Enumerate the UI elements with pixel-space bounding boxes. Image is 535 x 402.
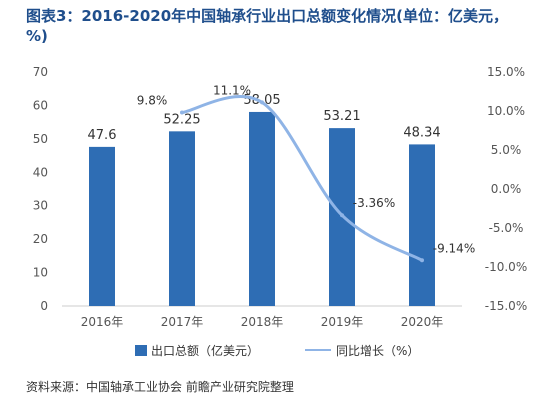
y-right-tick-label: -10.0% (485, 260, 527, 274)
bar (409, 144, 435, 306)
growth-point (260, 100, 264, 105)
bar-value-label: 52.25 (163, 112, 200, 127)
x-tick-label: 2020年 (401, 315, 444, 329)
chart-title: 图表3：2016-2020年中国轴承行业出口总额变化情况(单位：亿美元，%) (26, 7, 509, 45)
bar (249, 111, 275, 306)
legend-bar-swatch (135, 345, 147, 356)
bar-value-label: 53.21 (323, 109, 360, 124)
growth-value-label: 9.8% (137, 94, 168, 108)
y-left-tick-label: 20 (33, 232, 48, 246)
x-tick-label: 2019年 (321, 315, 364, 329)
bar-value-label: 48.34 (403, 125, 440, 140)
x-tick-label: 2018年 (241, 315, 284, 329)
y-right-tick-label: 5.0% (491, 143, 522, 157)
y-left-tick-label: 10 (33, 266, 48, 280)
y-left-tick-label: 60 (33, 98, 48, 112)
growth-point (340, 213, 344, 218)
bar (89, 146, 115, 306)
bar (169, 131, 195, 306)
growth-point (180, 110, 184, 115)
y-right-tick-label: -15.0% (485, 299, 527, 313)
y-right-tick-label: -5.0% (489, 221, 524, 235)
legend-bar-label: 出口总额（亿美元） (151, 343, 259, 358)
bar-value-label: 47.6 (88, 128, 117, 143)
source-note: 资料来源：中国轴承工业协会 前瞻产业研究院整理 (26, 380, 294, 394)
y-left-tick-label: 30 (33, 199, 48, 213)
legend-line-label: 同比增长（%） (336, 344, 419, 358)
growth-value-label: -3.36% (353, 196, 395, 210)
y-left-tick-label: 40 (33, 165, 48, 179)
y-left-tick-label: 0 (40, 299, 48, 313)
y-right-tick-label: 10.0% (487, 104, 525, 118)
x-tick-label: 2017年 (161, 315, 204, 329)
growth-line (181, 95, 423, 262)
growth-value-label: -9.14% (433, 241, 475, 255)
y-left-tick-label: 70 (33, 65, 48, 79)
y-left-tick-label: 50 (33, 132, 48, 146)
x-tick-label: 2016年 (81, 315, 124, 329)
y-right-tick-label: 0.0% (491, 182, 522, 196)
growth-value-label: 11.1% (213, 83, 251, 97)
y-right-tick-label: 15.0% (487, 65, 525, 79)
growth-point (420, 258, 424, 263)
